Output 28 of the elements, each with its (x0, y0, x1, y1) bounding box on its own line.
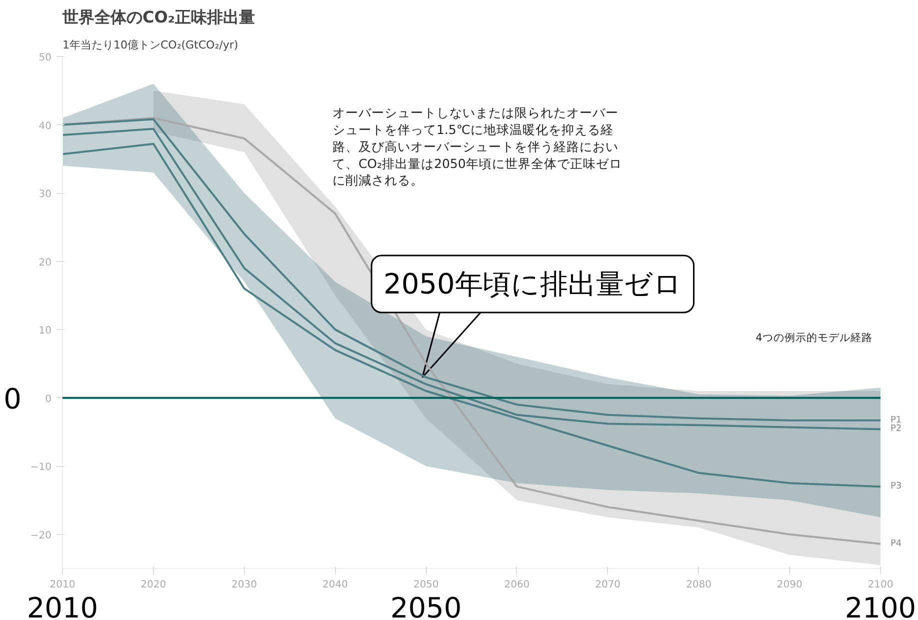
series-label: P3 (890, 482, 902, 492)
x-tick-label: 2060 (504, 580, 530, 590)
y-tick-label: 40 (38, 120, 52, 132)
x-tick-label: 2050 (413, 580, 439, 590)
x-tick-label: 2100 (868, 580, 894, 590)
y-tick-label: −20 (30, 530, 52, 542)
x-tick-label: 2010 (50, 580, 76, 590)
ref-line-label: 0 (4, 382, 22, 416)
y-tick-label: −10 (30, 462, 52, 474)
y-tick-label: 10 (38, 326, 52, 337)
annotation: 2050年頃に排出量ゼロ (384, 268, 682, 300)
annotation: オーバーシュートしないまたは限られたオーバーシュートを伴って1.5℃に地球温暖化を抑える経路、及び高いオーバーシュートを伴う経路において、CO₂排出量は2050年頃に世界全体で正味ゼロに削減される。 (332, 105, 622, 188)
x-tick-label: 2020 (140, 580, 166, 590)
x-tick-label: 2080 (686, 580, 712, 590)
chart-subtitle: 1年当たり10億トンCO₂(GtCO₂/yr) (62, 38, 238, 52)
y-tick-label: 50 (38, 52, 52, 64)
chart-title: 世界全体のCO₂正味排出量 (62, 8, 255, 26)
x-tick-label: 2030 (232, 580, 258, 590)
x-tick-label: 2040 (322, 580, 348, 590)
series-label: P1 (890, 415, 902, 426)
y-tick-label: 30 (38, 189, 52, 200)
y-tick-label: 20 (38, 257, 52, 268)
series-label: P4 (890, 538, 902, 549)
x-tick-label: 2070 (595, 580, 621, 590)
y-tick-label: 0 (45, 394, 52, 405)
x-tick-label: 2090 (776, 580, 802, 590)
series-label: P2 (890, 424, 902, 434)
annotation: 4つの例示的モデル経路 (756, 332, 872, 344)
